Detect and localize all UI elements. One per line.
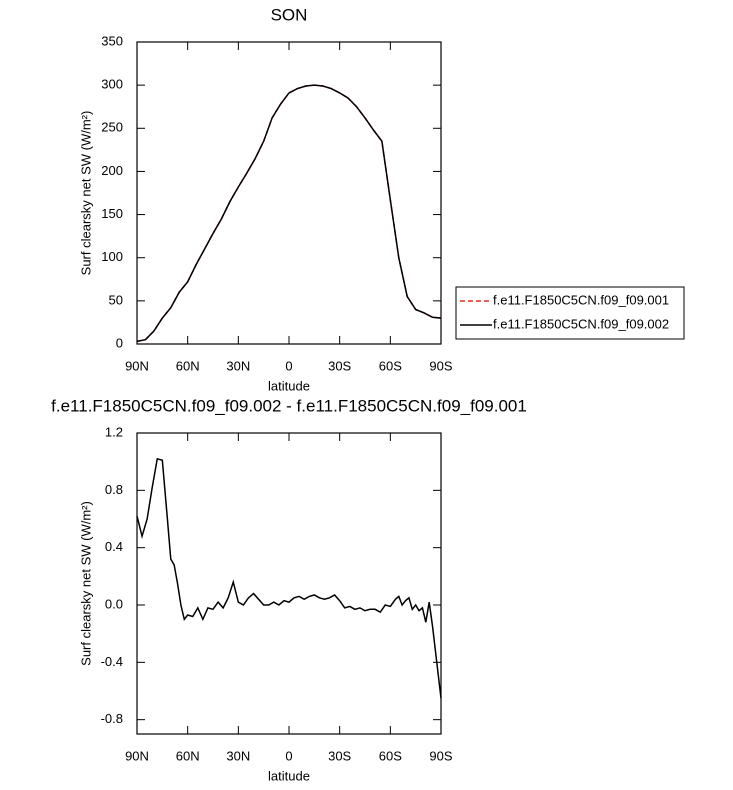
x-tick-label: 0	[285, 358, 292, 373]
data-line	[136, 84, 442, 343]
y-tick-label: 200	[101, 163, 123, 178]
y-tick-label: 150	[101, 206, 123, 221]
x-axis-label: latitude	[268, 768, 310, 783]
x-tick-label: 60N	[176, 748, 200, 763]
y-axis-label: Surf clearsky net SW (W/m²)	[78, 111, 93, 276]
plot-frame	[136, 41, 442, 345]
x-tick-label: 60S	[379, 358, 402, 373]
x-tick-label: 60S	[379, 748, 402, 763]
y-tick-label: 0	[116, 335, 123, 350]
chart-title: f.e11.F1850C5CN.f09_f09.002 - f.e11.F185…	[51, 396, 527, 415]
chart-title: SON	[271, 5, 308, 24]
y-tick-label: 0.8	[105, 482, 123, 497]
y-tick-label: 1.2	[105, 424, 123, 439]
x-tick-label: 30N	[226, 358, 250, 373]
x-axis-label: latitude	[268, 378, 310, 393]
y-axis-label: Surf clearsky net SW (W/m²)	[78, 501, 93, 666]
x-tick-label: 0	[285, 748, 292, 763]
x-tick-label: 30S	[328, 358, 351, 373]
x-tick-label: 30S	[328, 748, 351, 763]
y-tick-label: 50	[109, 292, 123, 307]
legend-label: f.e11.F1850C5CN.f09_f09.002	[493, 316, 669, 331]
data-line	[136, 84, 442, 343]
y-tick-label: -0.4	[101, 654, 123, 669]
y-tick-label: 300	[101, 77, 123, 92]
data-line	[136, 457, 442, 699]
y-tick-label: 100	[101, 249, 123, 264]
y-tick-label: -0.8	[101, 711, 123, 726]
x-tick-label: 90S	[429, 358, 452, 373]
plot-frame	[136, 432, 442, 735]
x-tick-label: 90N	[125, 748, 149, 763]
y-tick-label: 250	[101, 120, 123, 135]
x-tick-label: 30N	[226, 748, 250, 763]
legend-label: f.e11.F1850C5CN.f09_f09.001	[493, 292, 669, 307]
x-tick-label: 60N	[176, 358, 200, 373]
x-tick-label: 90N	[125, 358, 149, 373]
y-tick-label: 350	[101, 33, 123, 48]
y-tick-label: 0.4	[105, 539, 123, 554]
y-tick-label: 0.0	[105, 596, 123, 611]
legend-box	[455, 286, 685, 340]
x-tick-label: 90S	[429, 748, 452, 763]
